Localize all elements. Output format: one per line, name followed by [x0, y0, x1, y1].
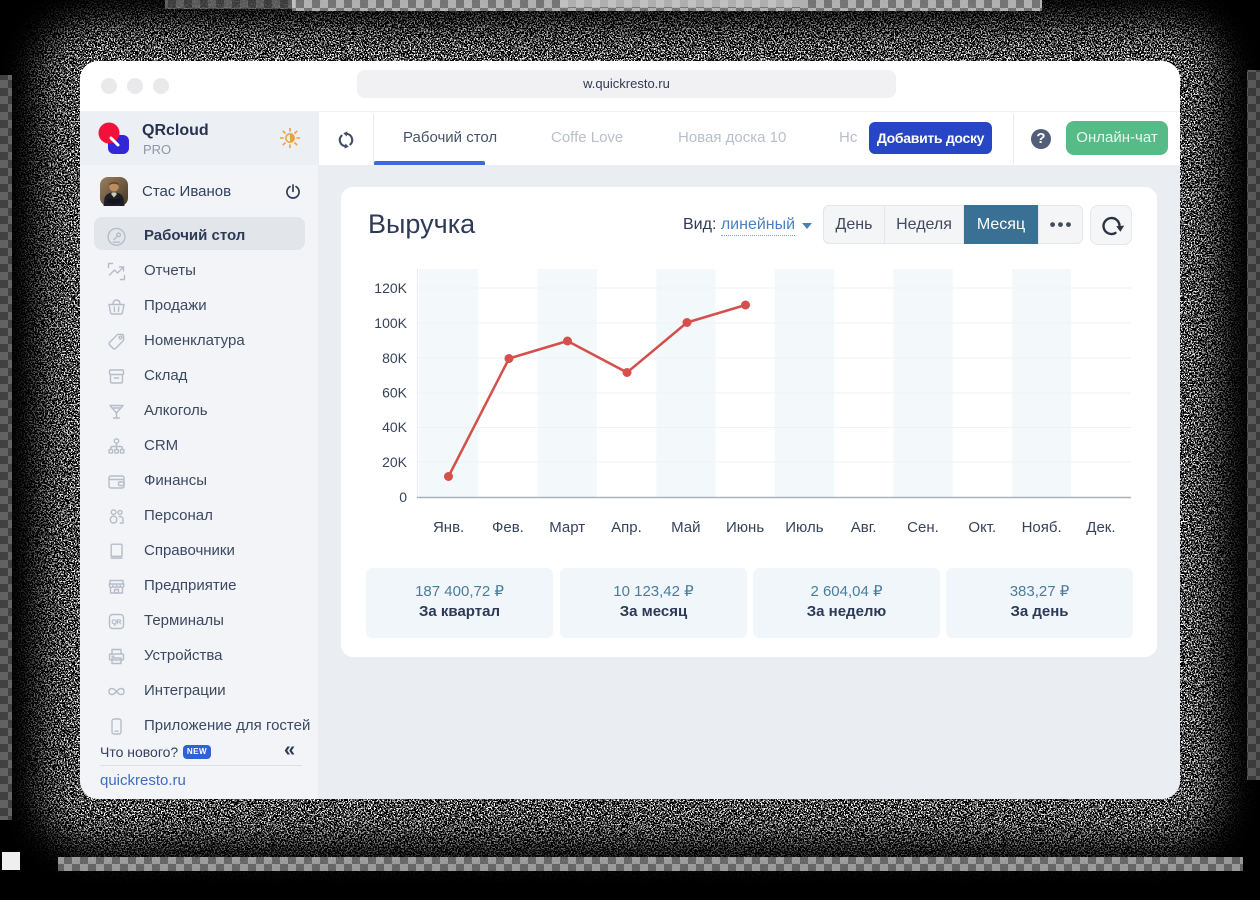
svg-text:Июль: Июль	[785, 519, 823, 536]
svg-text:40K: 40K	[382, 419, 408, 435]
svg-text:0: 0	[399, 489, 407, 505]
svg-text:Окт.: Окт.	[968, 519, 996, 536]
svg-text:Дек.: Дек.	[1086, 519, 1115, 536]
svg-text:Нояб.: Нояб.	[1022, 519, 1062, 536]
svg-text:120K: 120K	[374, 280, 407, 296]
svg-text:80K: 80K	[382, 350, 408, 366]
svg-text:Сен.: Сен.	[907, 519, 939, 536]
svg-text:100K: 100K	[374, 315, 407, 331]
svg-text:Фев.: Фев.	[492, 519, 524, 536]
svg-text:60K: 60K	[382, 385, 408, 401]
svg-text:Янв.: Янв.	[433, 519, 464, 536]
svg-text:Март: Март	[549, 519, 585, 536]
svg-text:Апр.: Апр.	[611, 519, 642, 536]
svg-text:QR: QR	[112, 619, 122, 626]
svg-text:Авг.: Авг.	[851, 519, 877, 536]
svg-text:20K: 20K	[382, 454, 408, 470]
svg-text:Июнь: Июнь	[726, 519, 764, 536]
svg-text:Май: Май	[671, 519, 700, 536]
